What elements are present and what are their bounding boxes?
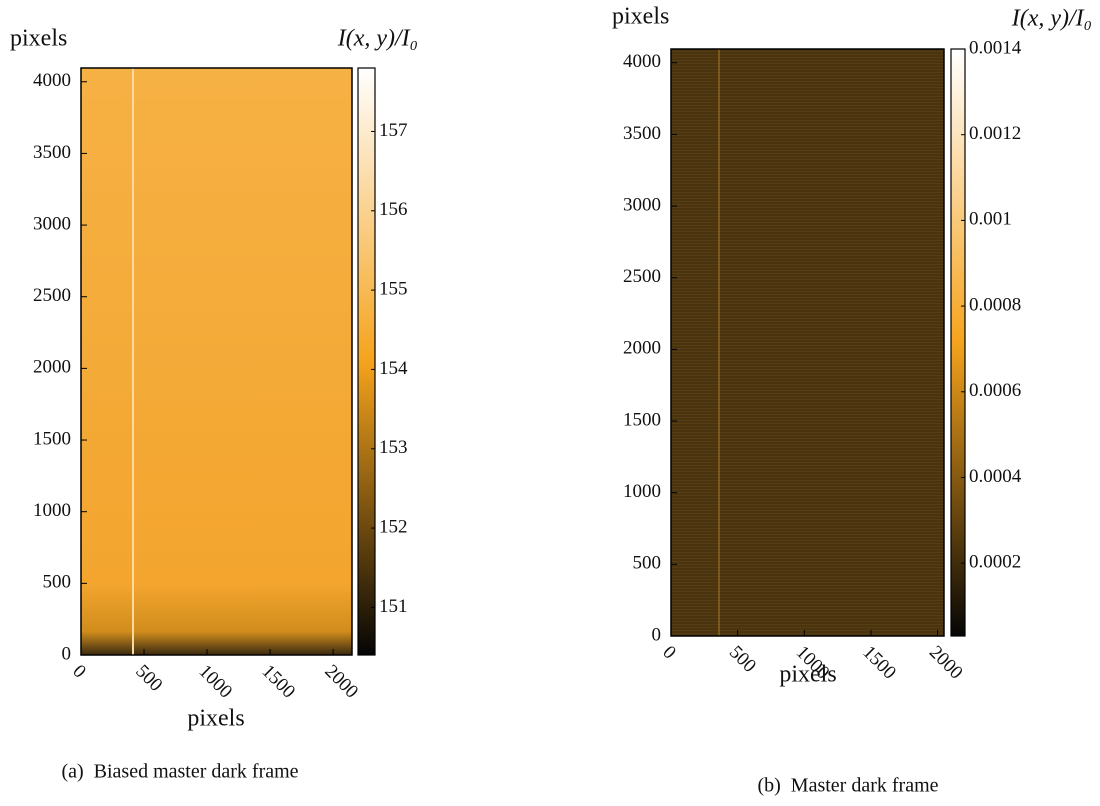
- x-tick-label: 2000: [320, 661, 362, 703]
- colorbar-tick-label: 0.0012: [969, 123, 1021, 144]
- y-tick-label: 2500: [623, 266, 661, 287]
- caption-label: (b): [757, 775, 780, 797]
- x-axis-label: pixels: [187, 706, 244, 732]
- x-tick-label: 1500: [257, 661, 299, 703]
- colorbar-tick-label: 153: [379, 437, 408, 458]
- y-axis-label: pixels: [10, 26, 67, 52]
- colorbar: [357, 67, 376, 656]
- x-tick-label: 1500: [858, 642, 900, 684]
- y-tick-label: 4000: [623, 51, 661, 72]
- colorbar-tick-label: 0.0002: [969, 552, 1021, 573]
- image-b: [671, 49, 944, 636]
- y-tick-label: 2000: [623, 338, 661, 359]
- y-tick-label: 3500: [33, 142, 71, 163]
- y-tick-label: 2500: [33, 285, 71, 306]
- colorbar-tick-label: 157: [379, 120, 408, 141]
- colorbar-tick-label: 0.0014: [969, 37, 1022, 58]
- x-tick-label: 2000: [925, 642, 967, 684]
- colorbar-tick-label: 0.0004: [969, 466, 1022, 487]
- y-tick-label: 0: [62, 643, 72, 664]
- colorbar-tick-label: 0.0006: [969, 380, 1021, 401]
- x-tick-label: 500: [725, 642, 760, 677]
- y-tick-label: 500: [43, 572, 72, 593]
- x-tick-label: 1000: [194, 661, 236, 703]
- colorbar: [950, 48, 966, 637]
- colorbar-label: I(x, y)/I₀: [337, 26, 418, 52]
- x-tick-label: 0: [68, 661, 90, 683]
- colorbar-tick-label: 152: [379, 516, 408, 537]
- plot-frame: [80, 67, 353, 656]
- caption: Master dark frame: [791, 775, 939, 797]
- y-tick-label: 3500: [623, 123, 661, 144]
- caption-label: (a): [61, 761, 83, 783]
- colorbar-tick-label: 0.001: [969, 209, 1012, 230]
- y-tick-label: 1500: [623, 409, 661, 430]
- x-tick-label: 500: [131, 661, 166, 696]
- y-tick-label: 500: [633, 553, 662, 574]
- y-tick-label: 0: [652, 624, 662, 645]
- colorbar-tick-label: 0.0008: [969, 294, 1021, 315]
- y-tick-label: 1500: [33, 428, 71, 449]
- colorbar-tick-label: 151: [379, 596, 408, 617]
- y-axis-label: pixels: [612, 4, 669, 30]
- image-a: [81, 68, 352, 655]
- colorbar-tick-label: 156: [379, 199, 408, 220]
- y-tick-label: 2000: [33, 357, 71, 378]
- y-tick-label: 1000: [33, 500, 71, 521]
- y-tick-label: 4000: [33, 70, 71, 91]
- colorbar-tick-label: 155: [379, 278, 408, 299]
- y-tick-label: 1000: [623, 481, 661, 502]
- x-axis-label: pixels: [779, 662, 836, 688]
- colorbar-tick-label: 154: [379, 358, 408, 379]
- plot-frame: [670, 48, 945, 637]
- y-tick-label: 3000: [33, 213, 71, 234]
- y-tick-label: 3000: [623, 194, 661, 215]
- colorbar-label: I(x, y)/I₀: [1011, 6, 1092, 32]
- x-tick-label: 0: [658, 642, 680, 664]
- caption: Biased master dark frame: [94, 761, 299, 783]
